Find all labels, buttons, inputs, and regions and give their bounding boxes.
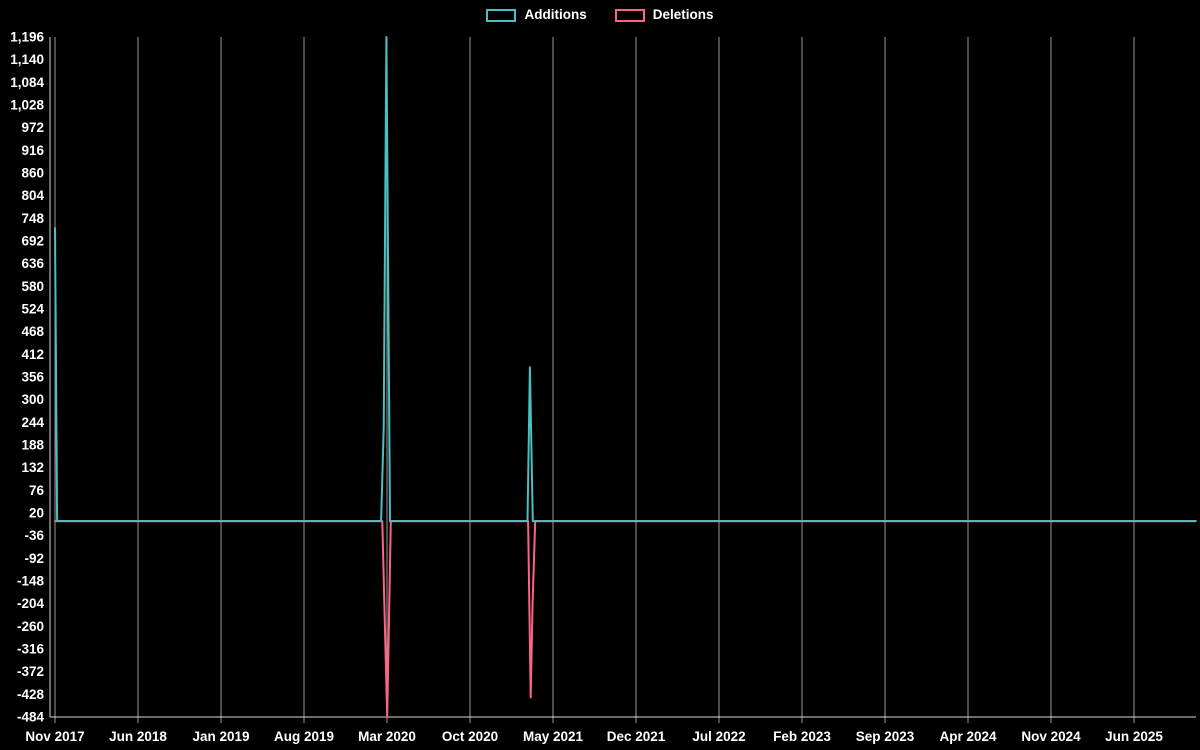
chart-legend: Additions Deletions xyxy=(0,7,1200,23)
x-tick-label: Jun 2018 xyxy=(109,729,167,744)
y-tick-label: 20 xyxy=(29,506,44,521)
x-tick-label: May 2021 xyxy=(523,729,584,744)
y-tick-label: 300 xyxy=(21,392,44,407)
deletions-legend-label: Deletions xyxy=(652,7,714,22)
x-tick-label: Oct 2020 xyxy=(442,729,498,744)
y-tick-label: -484 xyxy=(17,710,45,725)
y-tick-label: 972 xyxy=(21,120,44,135)
y-tick-label: 76 xyxy=(29,483,45,498)
y-tick-label: 580 xyxy=(21,279,44,294)
y-tick-label: 636 xyxy=(21,256,44,271)
y-tick-label: -204 xyxy=(17,596,45,611)
y-tick-label: 804 xyxy=(21,188,44,203)
legend-item-additions[interactable]: Additions xyxy=(486,7,587,23)
deletions-line xyxy=(54,520,1197,718)
x-tick-label: Dec 2021 xyxy=(607,729,666,744)
deletions-legend-swatch xyxy=(614,8,645,22)
y-tick-label: -36 xyxy=(24,528,44,543)
y-tick-label: 1,084 xyxy=(10,75,44,90)
y-tick-label: -92 xyxy=(24,551,44,566)
additions-legend-label: Additions xyxy=(524,7,587,22)
y-tick-label: -260 xyxy=(17,619,44,634)
legend-item-deletions[interactable]: Deletions xyxy=(614,7,714,23)
y-tick-label: 748 xyxy=(21,211,44,226)
additions-legend-swatch xyxy=(486,8,517,22)
y-tick-label: 356 xyxy=(21,370,44,385)
y-tick-label: 412 xyxy=(21,347,44,362)
y-tick-label: 860 xyxy=(21,166,44,181)
x-tick-label: Sep 2023 xyxy=(856,729,915,744)
y-tick-label: 916 xyxy=(21,143,44,158)
x-tick-label: Feb 2023 xyxy=(773,729,831,744)
y-tick-label: 1,140 xyxy=(10,52,44,67)
y-tick-label: 524 xyxy=(21,302,44,317)
x-tick-label: Nov 2017 xyxy=(25,729,84,744)
x-tick-label: Apr 2024 xyxy=(939,729,997,744)
y-tick-label: 1,028 xyxy=(10,98,44,113)
x-tick-label: Mar 2020 xyxy=(358,729,416,744)
y-tick-label: -316 xyxy=(17,642,45,657)
x-tick-label: Jun 2025 xyxy=(1105,729,1163,744)
additions-line xyxy=(54,36,1197,523)
y-tick-label: 132 xyxy=(21,460,44,475)
y-tick-label: 244 xyxy=(21,415,44,430)
y-tick-label: 468 xyxy=(21,324,44,339)
y-tick-label: 692 xyxy=(21,234,44,249)
y-tick-label: -148 xyxy=(17,574,45,589)
y-tick-label: 188 xyxy=(21,438,44,453)
y-tick-label: -372 xyxy=(17,664,44,679)
x-tick-label: Jul 2022 xyxy=(692,729,745,744)
y-tick-label: -428 xyxy=(17,687,45,702)
x-tick-label: Aug 2019 xyxy=(274,729,334,744)
x-tick-label: Jan 2019 xyxy=(192,729,249,744)
y-tick-label: 1,196 xyxy=(10,30,44,45)
x-tick-label: Nov 2024 xyxy=(1021,729,1081,744)
